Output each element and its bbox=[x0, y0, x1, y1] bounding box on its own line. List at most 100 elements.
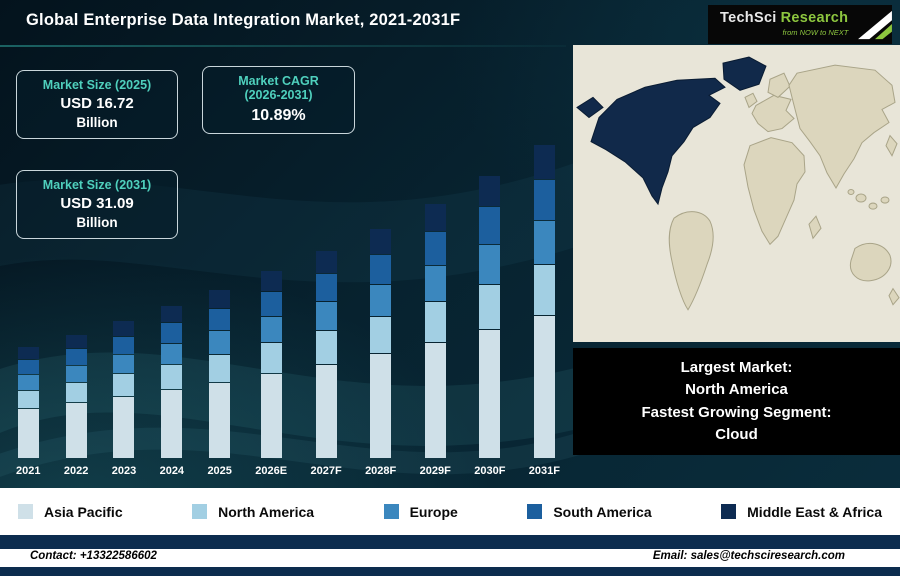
bar-segment-south-america bbox=[161, 323, 183, 343]
bar-segment-europe bbox=[65, 365, 87, 383]
bar-column-2030f: 2030F bbox=[474, 133, 505, 479]
bar-segment-north-america bbox=[315, 331, 337, 364]
bar-column-2027f: 2027F bbox=[310, 133, 342, 479]
bar-segment-middle-east-africa bbox=[533, 145, 555, 180]
stacked-bar bbox=[209, 290, 231, 458]
bar-segment-south-america bbox=[65, 349, 87, 365]
x-axis-label: 2031F bbox=[528, 465, 560, 477]
bar-segment-asia-pacific bbox=[479, 330, 501, 458]
stacked-bar-chart: 2021 2022 2023 2024 2025 2026E 2027F 2028F 2029F… bbox=[10, 133, 566, 479]
bar-segment-middle-east-africa bbox=[479, 176, 501, 207]
techsci-logo: TechSci Research from NOW to NEXT bbox=[708, 5, 893, 44]
stacked-bar bbox=[424, 204, 446, 458]
stat-label: Market CAGR bbox=[238, 74, 319, 88]
bar-segment-europe bbox=[479, 244, 501, 284]
stacked-bar bbox=[161, 306, 183, 458]
stacked-bar bbox=[370, 229, 392, 458]
bar-segment-south-america bbox=[533, 180, 555, 221]
bar-column-2029f: 2029F bbox=[420, 133, 451, 479]
bar-segment-asia-pacific bbox=[17, 408, 39, 459]
bar-segment-asia-pacific bbox=[161, 389, 183, 458]
legend-item-north-america: North America bbox=[192, 504, 314, 520]
legend-item-middle-east-africa: Middle East & Africa bbox=[721, 504, 882, 520]
legend-label: Europe bbox=[409, 503, 458, 520]
x-axis-label: 2023 bbox=[111, 465, 137, 477]
logo-brand: TechSci Research bbox=[720, 10, 848, 27]
legend-label: Middle East & Africa bbox=[747, 503, 882, 520]
legend-swatch bbox=[18, 504, 33, 519]
x-axis-label: 2025 bbox=[207, 465, 232, 477]
bar-column-2026e: 2026E bbox=[255, 133, 287, 479]
bar-column-2031f: 2031F bbox=[529, 133, 560, 479]
bar-segment-middle-east-africa bbox=[161, 306, 183, 323]
stat-value: USD 16.72 bbox=[60, 95, 134, 112]
bar-segment-north-america bbox=[424, 302, 446, 342]
bar-segment-south-america bbox=[424, 232, 446, 266]
bar-segment-north-america bbox=[161, 365, 183, 389]
bar-segment-north-america bbox=[113, 374, 135, 396]
contact-phone: Contact: +13322586602 bbox=[30, 550, 157, 562]
stat-box-market-size-2031: Market Size (2031) USD 31.09 Billion bbox=[16, 170, 178, 239]
bar-segment-middle-east-africa bbox=[65, 335, 87, 349]
market-note-box: Largest Market: North America Fastest Gr… bbox=[573, 348, 900, 455]
bar-column-2028f: 2028F bbox=[365, 133, 396, 479]
stat-box-market-size-2025: Market Size (2025) USD 16.72 Billion bbox=[16, 70, 178, 139]
bar-segment-north-america bbox=[65, 383, 87, 403]
bottom-bar bbox=[0, 567, 900, 576]
bar-segment-europe bbox=[533, 221, 555, 265]
bar-column-2022: 2022 bbox=[64, 133, 88, 479]
bar-segment-europe bbox=[370, 284, 392, 317]
bar-segment-south-america bbox=[479, 207, 501, 244]
x-axis-label: 2029F bbox=[419, 465, 451, 477]
stat-label: (2026-2031) bbox=[244, 88, 313, 102]
x-axis-label: 2026E bbox=[255, 465, 288, 477]
stacked-bar bbox=[65, 335, 87, 459]
bar-segment-europe bbox=[113, 354, 135, 374]
x-axis-label: 2027F bbox=[310, 465, 342, 477]
title-underline bbox=[0, 45, 566, 47]
page-title: Global Enterprise Data Integration Marke… bbox=[26, 11, 461, 29]
chart-legend: Asia Pacific North America Europe South Ame… bbox=[0, 488, 900, 535]
bar-segment-south-america bbox=[113, 336, 135, 354]
market-note-line: Largest Market: bbox=[680, 358, 793, 376]
stacked-bar bbox=[479, 176, 501, 458]
stacked-bar bbox=[17, 347, 39, 459]
bar-segment-asia-pacific bbox=[315, 364, 337, 458]
bar-segment-north-america bbox=[370, 317, 392, 354]
bar-segment-asia-pacific bbox=[209, 382, 231, 458]
x-axis-label: 2024 bbox=[159, 465, 185, 477]
bar-segment-middle-east-africa bbox=[370, 229, 392, 254]
stacked-bar bbox=[315, 251, 337, 458]
world-map-svg bbox=[573, 45, 900, 342]
bar-segment-asia-pacific bbox=[260, 373, 282, 458]
bar-segment-south-america bbox=[260, 292, 282, 316]
bar-segment-asia-pacific bbox=[533, 315, 555, 458]
bar-column-2024: 2024 bbox=[160, 133, 184, 479]
x-axis-label: 2022 bbox=[63, 465, 89, 477]
contact-email: Email: sales@techsciresearch.com bbox=[652, 550, 845, 562]
stat-value: USD 31.09 bbox=[60, 195, 134, 212]
stat-unit: Billion bbox=[76, 215, 118, 230]
bar-segment-europe bbox=[209, 331, 231, 355]
bar-segment-europe bbox=[161, 343, 183, 365]
bar-segment-middle-east-africa bbox=[424, 204, 446, 232]
bar-segment-south-america bbox=[209, 309, 231, 331]
bar-segment-middle-east-africa bbox=[260, 271, 282, 292]
stat-box-market-cagr: Market CAGR (2026-2031) 10.89% bbox=[202, 66, 355, 134]
stacked-bar bbox=[533, 145, 555, 458]
legend-label: North America bbox=[218, 503, 315, 520]
stacked-bar bbox=[260, 271, 282, 458]
bar-segment-middle-east-africa bbox=[17, 347, 39, 359]
stat-unit: Billion bbox=[76, 115, 118, 130]
x-axis-label: 2028F bbox=[365, 465, 397, 477]
bar-segment-south-america bbox=[315, 274, 337, 301]
bar-column-2023: 2023 bbox=[112, 133, 136, 479]
footer-strip: Contact: +13322586602 Email: sales@techs… bbox=[0, 549, 900, 567]
stat-label: Market Size (2031) bbox=[42, 178, 152, 192]
stacked-bar bbox=[113, 321, 135, 458]
bar-column-2025: 2025 bbox=[207, 133, 232, 479]
x-axis-label: 2021 bbox=[16, 465, 41, 477]
bar-segment-south-america bbox=[17, 359, 39, 374]
bar-column-2021: 2021 bbox=[16, 133, 40, 479]
bar-segment-middle-east-africa bbox=[113, 321, 135, 336]
